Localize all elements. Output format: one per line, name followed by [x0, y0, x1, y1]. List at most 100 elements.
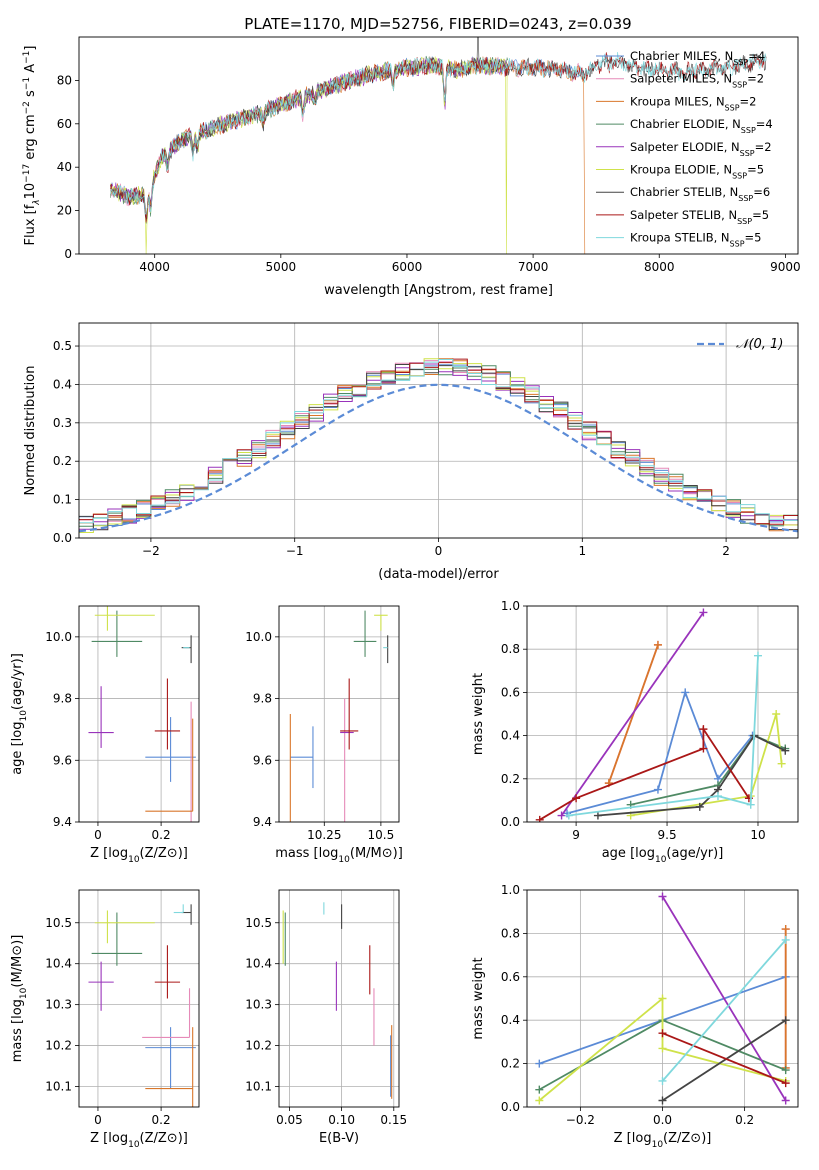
legend-value: =2 — [740, 94, 757, 108]
mass-vs-ebv-plot: 0.05 0.10 0.15 10.1 10.2 10.3 10.4 10.5 E(B-V) — [245, 889, 407, 1146]
label-subscript: 10 — [652, 1140, 664, 1150]
label-part: log — [632, 1131, 652, 1146]
x-tick-label: 0 — [94, 828, 102, 842]
plus-marker — [781, 746, 790, 755]
label-part: (M/M⊙)] — [10, 935, 25, 988]
plus-marker — [699, 725, 708, 734]
y-tick-label: 0.4 — [501, 729, 520, 743]
plus-marker — [777, 759, 786, 768]
x-tick-label: 0.15 — [380, 1113, 407, 1127]
legend-subscript: SSP — [738, 194, 753, 203]
plus-marker — [557, 811, 566, 820]
plus-marker — [781, 935, 790, 944]
label-subscript: 10 — [19, 987, 29, 999]
y-tick-label: 9.6 — [253, 753, 272, 767]
y-tick-label: 0.6 — [501, 685, 520, 699]
axes-frame — [278, 889, 400, 1108]
x-axis-label: age [log10(age/yr)] — [602, 846, 724, 865]
errorbars — [88, 606, 196, 822]
y-tick-label: 10.1 — [45, 1080, 72, 1094]
y-label-part: 10 — [23, 183, 38, 200]
x-tick-label: 0.05 — [276, 1113, 303, 1127]
x-tick-label: 0 — [94, 1113, 102, 1127]
y-tick-label: 0.2 — [53, 454, 72, 468]
legend-value: =5 — [745, 231, 762, 245]
label-subscript: 10 — [128, 1140, 140, 1150]
y-axis-label: mass weight — [471, 957, 486, 1039]
x-tick-label: 7000 — [518, 260, 549, 274]
y-tick-label: 60 — [57, 117, 72, 131]
label-part: (Z/Z⊙)] — [663, 1131, 711, 1146]
y-tick-label: 0.6 — [501, 970, 520, 984]
errorbar — [91, 610, 143, 657]
y-tick-label: 10.4 — [245, 957, 272, 971]
y-tick-label: 10.5 — [45, 916, 72, 930]
legend-subscript: SSP — [732, 171, 747, 180]
y-axis-label: age [log10(age/yr)] — [10, 653, 29, 775]
weight-line — [560, 611, 705, 817]
legend-label: Kroupa MILES, NSSP=2 — [630, 94, 756, 112]
x-tick-label: 0.10 — [328, 1113, 355, 1127]
weight-vs-metallicity-plot: −0.2 0.0 0.2 0.0 0.2 0.4 0.6 0.8 1.0 Z [log10(Z/Z… — [471, 883, 799, 1150]
y-tick-label: 10.0 — [45, 630, 72, 644]
y-tick-label: 10.3 — [45, 998, 72, 1012]
axes-frame — [78, 322, 799, 539]
y-tick-label: 0.5 — [53, 339, 72, 353]
y-tick-label: 10.5 — [245, 916, 272, 930]
errorbar — [290, 726, 314, 789]
plus-marker — [781, 1079, 790, 1088]
y-label-part: Flux [f — [23, 204, 38, 245]
x-tick-label: 0 — [435, 544, 443, 558]
legend-label: Salpeter ELODIE, NSSP=2 — [630, 140, 772, 158]
label-part: (age/yr)] — [10, 653, 25, 710]
spectrum-line — [110, 55, 509, 224]
histogram-steps — [79, 358, 798, 533]
normal-curve — [79, 383, 798, 533]
plus-marker — [535, 1096, 544, 1105]
y-tick-label: 1.0 — [501, 599, 520, 613]
plus-marker — [695, 802, 704, 811]
y-tick-label: 0.8 — [501, 642, 520, 656]
weight-line — [661, 896, 787, 1101]
y-tick-label: 0.3 — [53, 416, 72, 430]
y-tick-label: 10.0 — [245, 630, 272, 644]
x-tick-label: 1 — [578, 544, 586, 558]
plus-marker — [535, 1085, 544, 1094]
plus-marker — [781, 1066, 790, 1075]
weight-line — [630, 713, 783, 817]
y-tick-label: 10.1 — [245, 1080, 272, 1094]
legend-label: Chabrier STELIB, NSSP=6 — [630, 185, 770, 203]
axes-frame — [526, 605, 799, 823]
weight-line — [630, 734, 786, 806]
label-part: mass [ — [275, 846, 318, 861]
x-tick-label: 4000 — [139, 260, 170, 274]
plus-marker — [772, 710, 781, 718]
y-label-part: erg cm — [23, 114, 38, 163]
plus-marker — [658, 1076, 667, 1085]
y-tick-label: 9.8 — [53, 692, 72, 706]
legend-label: Salpeter MILES, NSSP=2 — [630, 72, 764, 90]
x-axis-label: Z [log10(Z/Z⊙)] — [614, 1131, 712, 1150]
x-tick-label: 0.2 — [152, 1113, 171, 1127]
plus-marker — [593, 811, 602, 820]
y-label-part: −2 — [22, 101, 32, 114]
label-subscript: 10 — [655, 855, 667, 865]
legend-name: Kroupa ELODIE, N — [630, 163, 732, 177]
plus-marker — [781, 1016, 790, 1025]
legend-label: Kroupa STELIB, NSSP=5 — [630, 231, 761, 249]
legend-name: Chabrier MILES, N — [630, 49, 733, 63]
errorbar — [91, 912, 143, 966]
label-part: (Z/Z⊙)] — [140, 1131, 188, 1146]
legend-subscript: SSP — [741, 126, 756, 135]
errorbar — [88, 686, 114, 748]
label-part: E(B-V) — [319, 1131, 359, 1146]
legend-name: Salpeter ELODIE, N — [630, 140, 740, 154]
errorbar — [88, 961, 114, 1011]
x-axis-label: (data-model)/error — [378, 567, 499, 582]
x-tick-label: 10 — [750, 828, 765, 842]
weight-lines — [535, 608, 790, 822]
x-tick-label: −1 — [286, 544, 304, 558]
label-part: log — [635, 846, 655, 861]
spectrum-line — [110, 56, 586, 254]
x-tick-label: 10.25 — [307, 828, 341, 842]
